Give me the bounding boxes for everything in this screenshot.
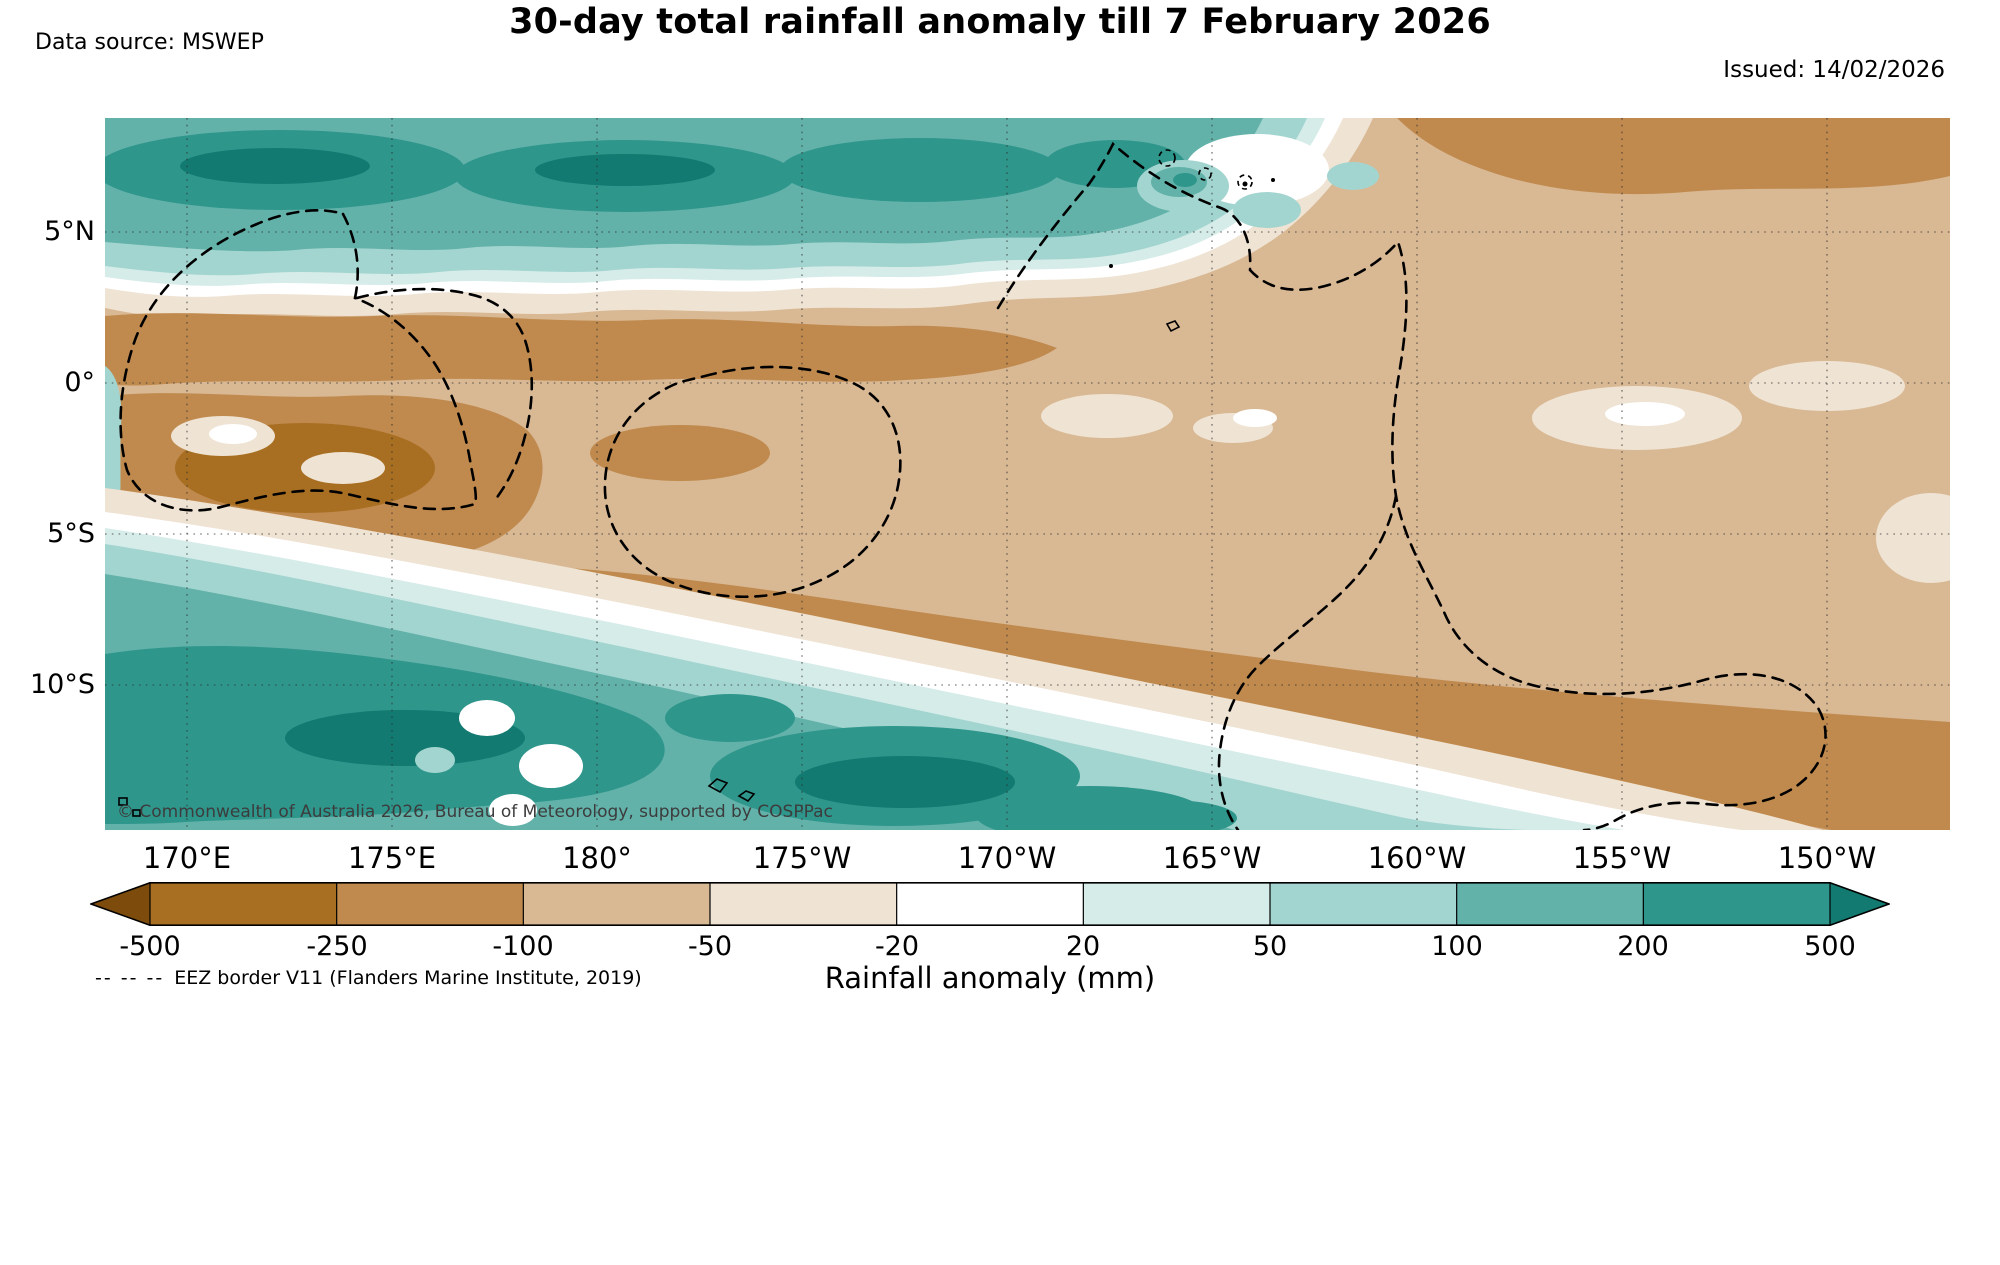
cb-tick-p20: 20 <box>1065 931 1101 962</box>
cb-tick-p50: 50 <box>1252 931 1288 962</box>
south-core-small-2 <box>1097 800 1237 830</box>
north-core-3 <box>780 138 1060 202</box>
cb-tick-m20: -20 <box>874 931 920 962</box>
cb-tick-m50: -50 <box>687 931 733 962</box>
cream-patch-6 <box>1749 361 1905 411</box>
lon-tick-170w: 170°W <box>957 841 1057 875</box>
dry-patch-central <box>590 425 770 481</box>
eez-islet-1 <box>1158 149 1176 167</box>
eez-east <box>996 141 1827 830</box>
ne-teal-patch-2 <box>1233 192 1301 228</box>
island-mark-5 <box>1165 320 1181 333</box>
colorbar-arrow-low <box>90 882 150 926</box>
lon-tick-165w: 165°W <box>1162 841 1262 875</box>
south-light-hole <box>415 747 455 773</box>
colorbar-arrow-high <box>1830 882 1890 926</box>
cb-tick-p100: 100 <box>1431 931 1483 962</box>
lat-tick-10s: 10°S <box>30 669 95 700</box>
lon-tick-155w: 155°W <box>1572 841 1672 875</box>
data-source-label: Data source: MSWEP <box>35 30 264 55</box>
lat-tick-5s: 5°S <box>47 518 95 549</box>
issued-date-label: Issued: 14/02/2026 <box>1723 57 1945 83</box>
eez-islet-3 <box>1237 174 1253 190</box>
eez-west-lobe <box>355 287 534 502</box>
north-core-dark-2 <box>180 148 370 184</box>
cb-tick-p500: 500 <box>1804 931 1856 962</box>
ne-teal-patch-5 <box>1173 173 1197 187</box>
ne-teal-patch-3 <box>1327 162 1379 190</box>
eez-borders <box>119 141 1827 830</box>
eez-east-inner <box>1217 494 1398 830</box>
island-dot-3 <box>1271 178 1275 182</box>
cream-patch-2 <box>301 452 385 484</box>
dry-band-northeast <box>1397 118 1950 195</box>
south-core-dark-2 <box>795 756 1015 808</box>
lat-tick-5n: 5°N <box>44 216 95 247</box>
colorbar-frame <box>88 882 1892 927</box>
eez-central <box>603 365 902 599</box>
island-mark-1 <box>707 778 729 794</box>
south-white-hole-3 <box>489 794 537 826</box>
cb-seg-p200-p500 <box>1643 882 1830 926</box>
lon-tick-180: 180° <box>562 841 632 875</box>
cream-patch-3 <box>1041 394 1173 438</box>
cb-seg-m250-m100 <box>336 882 524 926</box>
colorbar <box>88 882 1892 927</box>
colorbar-canvas <box>88 882 1892 927</box>
cb-seg-m20-p20 <box>896 882 1084 926</box>
lat-tick-0: 0° <box>64 367 95 398</box>
south-white-hole-1 <box>459 700 515 736</box>
cb-tick-p200: 200 <box>1617 931 1669 962</box>
anomaly-map: © Commonwealth of Australia 2026, Bureau… <box>105 118 1950 830</box>
cb-seg-p100-p200 <box>1456 882 1644 926</box>
island-mark-2 <box>737 790 756 803</box>
eez-legend-label: EEZ border V11 (Flanders Marine Institut… <box>174 967 642 989</box>
anomaly-fills <box>105 118 1950 830</box>
eez-dash-sample: -- -- -- <box>95 967 165 989</box>
cb-seg-p20-p50 <box>1083 882 1270 926</box>
north-core-dark-1 <box>535 154 715 186</box>
eez-legend: -- -- -- EEZ border V11 (Flanders Marine … <box>95 967 642 989</box>
cb-tick-m500: -500 <box>119 931 181 962</box>
white-patch-2 <box>209 424 257 444</box>
cb-seg-m100-m50 <box>523 882 710 926</box>
island-mark-4 <box>132 809 141 817</box>
cb-seg-p50-p100 <box>1270 882 1457 926</box>
island-dot-2 <box>1109 264 1113 268</box>
cb-tick-m250: -250 <box>306 931 368 962</box>
eez-islet-2 <box>1198 167 1212 181</box>
white-patch-3 <box>1605 402 1685 426</box>
cb-seg-m500-m250 <box>150 882 337 926</box>
lon-tick-175e: 175°E <box>347 841 437 875</box>
copyright-note: © Commonwealth of Australia 2026, Bureau… <box>117 802 833 822</box>
island-marks <box>118 178 1275 817</box>
lon-tick-160w: 160°W <box>1367 841 1467 875</box>
south-core-small <box>665 694 795 742</box>
lon-tick-170e: 170°E <box>142 841 232 875</box>
white-patch-1 <box>1233 409 1277 427</box>
south-white-hole-2 <box>519 744 583 788</box>
cb-tick-m100: -100 <box>492 931 554 962</box>
page-title: 30-day total rainfall anomaly till 7 Feb… <box>509 2 1491 42</box>
dry-band-north <box>105 313 1057 386</box>
colorbar-title: Rainfall anomaly (mm) <box>824 961 1156 995</box>
cb-seg-m50-m20 <box>710 882 897 926</box>
map-canvas <box>105 118 1950 830</box>
eez-west <box>119 209 478 512</box>
lon-tick-175w: 175°W <box>752 841 852 875</box>
graticule <box>105 118 1950 830</box>
cream-patch-7 <box>1876 493 1950 583</box>
lon-tick-150w: 150°W <box>1777 841 1877 875</box>
island-dot-1 <box>1242 181 1248 187</box>
island-mark-3 <box>118 797 128 806</box>
